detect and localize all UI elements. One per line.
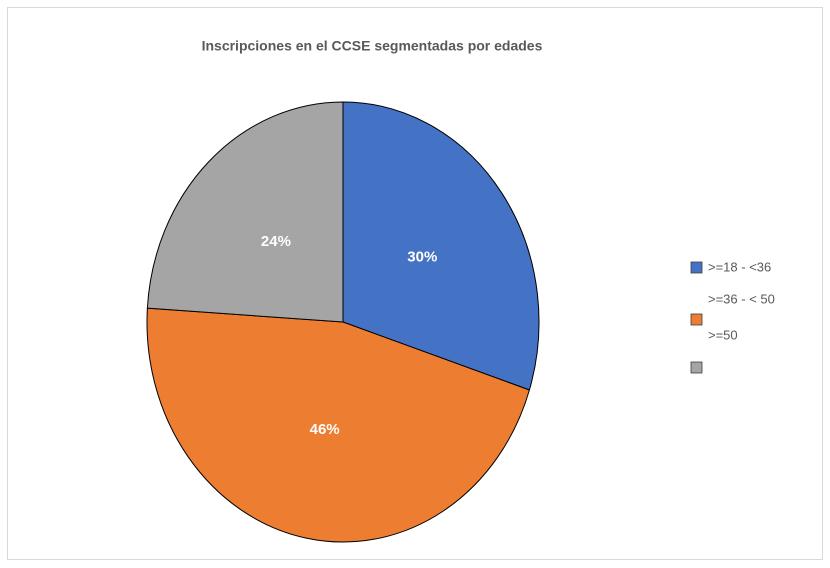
pie-slice [146,307,531,543]
data-label: 24% [261,233,291,250]
legend-label: >=36 - < 50 [708,291,775,306]
chart-title: Inscripciones en el CCSE segmentadas por… [202,38,543,54]
legend-marker [690,313,703,326]
legend-label: >=50 [708,327,738,342]
data-label: 30% [407,248,437,265]
legend-marker [690,261,703,274]
pie-slice [146,101,344,323]
pie-slice [342,101,540,391]
legend-label: >=18 - <36 [708,259,771,274]
data-label: 46% [310,421,340,438]
legend-marker [690,361,703,374]
